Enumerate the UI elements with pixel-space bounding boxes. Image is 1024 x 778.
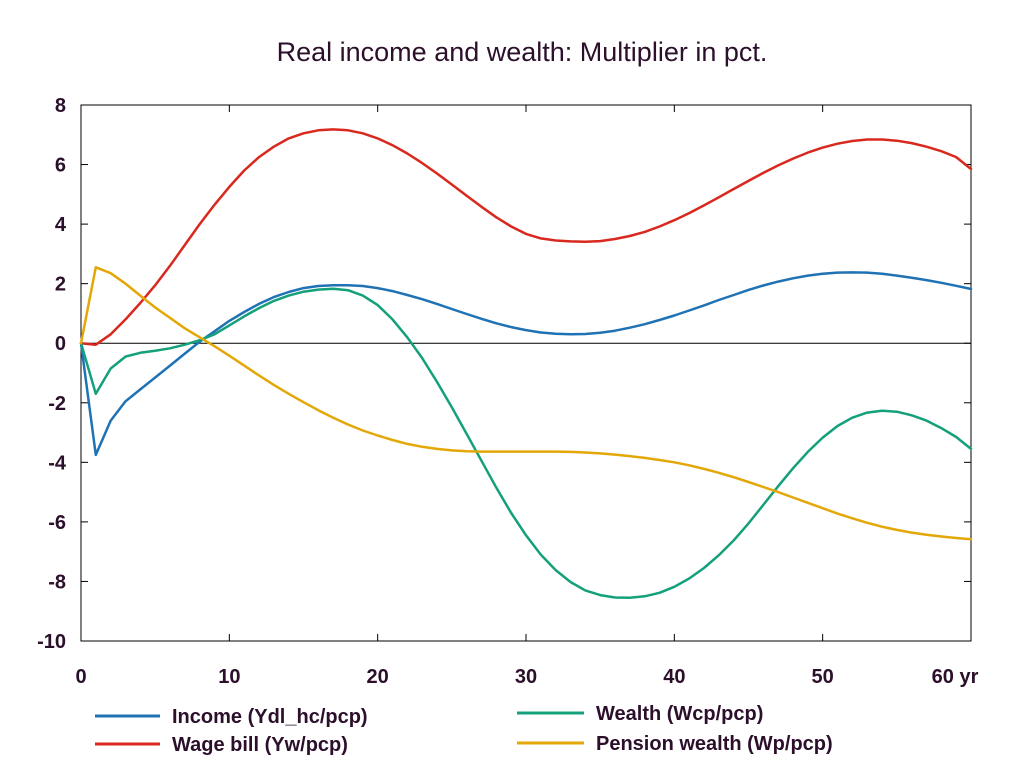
y-tick-label: 6 [55, 155, 66, 177]
legend: Income (Ydl_hc/pcp) Wage bill (Yw/pcp) Wea… [95, 703, 833, 756]
x-tick-label: 20 [367, 666, 389, 688]
y-tick-label: 8 [55, 95, 66, 117]
y-tick-label: -2 [48, 393, 66, 415]
y-axis: 8 6 4 2 0 -2 -4 -6 -8 -10 [37, 95, 971, 653]
x-tick-label: 40 [663, 666, 685, 688]
legend-label: Income (Ydl_hc/pcp) [172, 706, 368, 728]
x-tick-label: 60 yr [932, 666, 979, 688]
y-tick-label: -8 [48, 571, 66, 593]
chart-title: Real income and wealth: Multiplier in pc… [277, 37, 768, 67]
legend-label: Pension wealth (Wp/pcp) [596, 733, 833, 755]
series-layer [79, 128, 973, 600]
y-tick-label: 0 [55, 333, 66, 355]
series-line [79, 266, 973, 541]
y-tick-label: -4 [48, 452, 67, 474]
series-line [79, 128, 973, 346]
series-line [79, 287, 973, 600]
legend-label: Wealth (Wcp/pcp) [596, 703, 763, 725]
y-tick-label: 2 [55, 274, 66, 296]
y-tick-label: -6 [48, 512, 66, 534]
y-tick-label: 4 [55, 214, 67, 236]
x-tick-label: 0 [75, 666, 86, 688]
x-tick-label: 10 [218, 666, 240, 688]
x-tick-label: 50 [812, 666, 834, 688]
plot-frame [80, 104, 972, 642]
series-line [79, 271, 973, 457]
x-tick-label: 30 [515, 666, 537, 688]
x-axis: 0 10 20 30 40 50 60 yr [75, 105, 979, 688]
legend-label: Wage bill (Yw/pcp) [172, 734, 348, 756]
y-tick-label: -10 [37, 631, 66, 653]
